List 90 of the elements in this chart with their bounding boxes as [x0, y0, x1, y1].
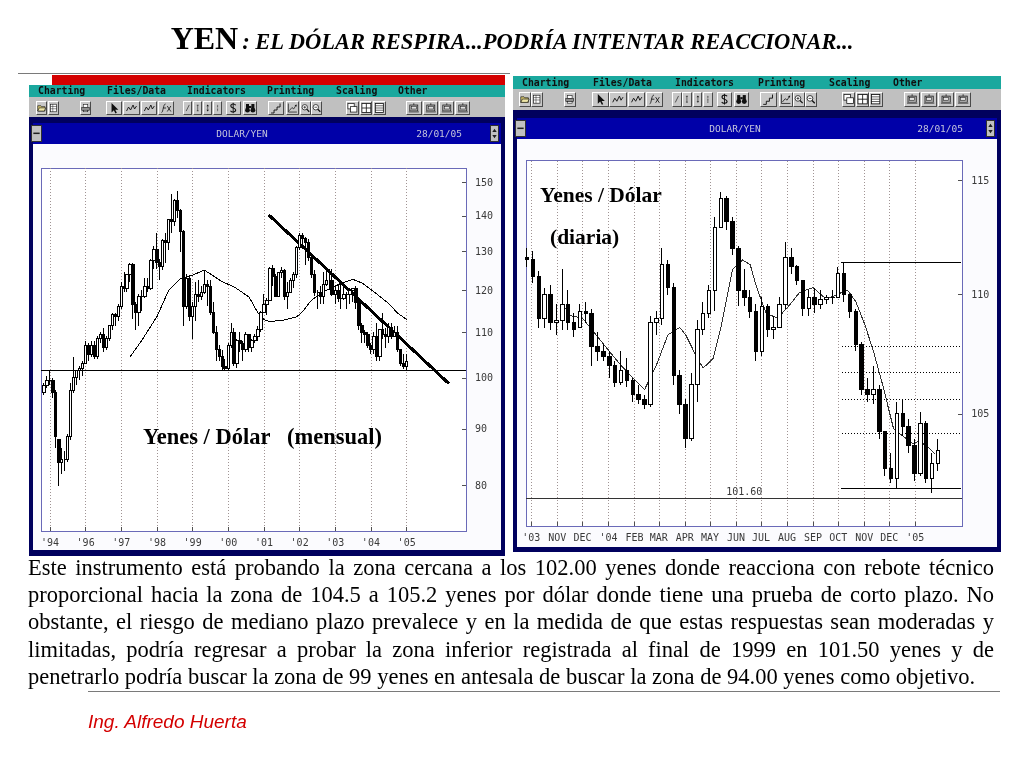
annotation: (diaria) — [550, 225, 620, 250]
y-tick-label: 90 — [475, 423, 488, 435]
x-tick-label: FEB — [625, 531, 644, 543]
y-tick-label: 100 — [475, 372, 494, 384]
candlestick — [339, 283, 343, 310]
ref-line-label: 101.60 — [726, 485, 763, 497]
y-tick-label: 140 — [475, 210, 494, 222]
candlestick — [102, 327, 105, 353]
candlestick — [666, 259, 670, 296]
candlestick — [304, 236, 307, 266]
candlestick — [250, 338, 254, 353]
candlestick — [87, 342, 90, 362]
x-tick-label: '00 — [219, 536, 238, 548]
candlestick — [137, 293, 141, 327]
x-tick-label: APR — [675, 531, 695, 543]
y-tick-label: 105 — [971, 408, 990, 420]
y-tick-label: 120 — [475, 284, 494, 296]
candlestick — [936, 438, 940, 472]
text: Indicators — [675, 76, 734, 89]
x-tick-label: NOV — [855, 531, 874, 543]
x-tick-label: '03 — [326, 536, 345, 548]
y-tick-label: 110 — [475, 326, 494, 338]
x-tick-label: OCT — [829, 531, 848, 543]
x-tick-label: '03 — [522, 531, 541, 543]
chart-subtitle: 28/01/05 — [416, 127, 462, 141]
y-tick-label: 110 — [971, 289, 990, 301]
candlestick — [277, 271, 280, 297]
x-tick-label: AUG — [778, 531, 797, 543]
text: Scaling — [829, 76, 871, 89]
text: Other — [893, 76, 923, 89]
candlestick — [619, 350, 623, 386]
candlestick — [572, 312, 576, 338]
candlestick — [713, 216, 717, 312]
text: Printing — [758, 76, 806, 89]
text: Indicators — [187, 85, 246, 97]
x-tick-label: MAY — [700, 531, 719, 543]
y-tick-label: 150 — [475, 177, 494, 189]
text: Other — [398, 85, 428, 97]
candlestick — [754, 303, 758, 362]
candlestick — [93, 340, 96, 360]
x-tick-label: DEC — [880, 531, 899, 543]
candlestick — [707, 284, 711, 319]
x-tick-label: '98 — [147, 536, 167, 548]
text: Files/Data — [593, 76, 652, 89]
candlestick — [90, 340, 93, 358]
x-tick-label: '05 — [906, 531, 925, 543]
text: Printing — [267, 85, 315, 97]
candlestick — [348, 289, 352, 305]
x-tick-label: '94 — [40, 536, 60, 548]
text: Scaling — [336, 85, 378, 97]
text: : EL DÓLAR RESPIRA...PODRÍA INTENTAR REACCIONAR... — [242, 29, 854, 54]
chart-title: DOLAR/YEN — [216, 127, 268, 141]
annotation: Yenes / Dólar (mensual) — [143, 424, 382, 450]
candlestick — [848, 294, 852, 319]
y-tick-label: 130 — [475, 246, 494, 258]
candlestick — [760, 296, 764, 357]
x-tick-label: DEC — [573, 531, 592, 543]
candlestick — [525, 247, 529, 268]
x-tick-label: MAR — [649, 531, 669, 543]
text: Ing. Alfredo Huerta — [88, 711, 248, 733]
chart-subtitle: 28/01/05 — [917, 122, 963, 136]
text: YEN — [170, 20, 239, 56]
x-tick-label: '04 — [599, 531, 618, 543]
text: Charting — [38, 85, 86, 97]
x-tick-label: '96 — [76, 536, 95, 548]
x-tick-label: '02 — [290, 536, 309, 548]
candlestick — [889, 452, 893, 484]
chart-title: DOLAR/YEN — [709, 122, 761, 136]
x-tick-label: '04 — [361, 536, 380, 548]
x-tick-label: NOV — [548, 531, 567, 543]
y-tick-label: 115 — [971, 175, 990, 187]
candlestick — [96, 335, 99, 360]
x-tick-label: JUN — [726, 531, 745, 543]
candlestick — [387, 322, 390, 344]
text: Este instrumento está probando la zona cercana a los 102.00 yenes donde reacciona con rebote técnico proporcional hacia la zona de 104.5 a 105.2 yenes por dólar donde tiene una prueba de corto plazo. No obstante, el riesgo de mediano plazo prevalece y en la medida de que estas respuestas sean moderadas y limitadas, podría regresar a probar la zona inferior registrada al final de 1999 en 101.50 yenes y de penetrarlo podría buscar la zona de 99 yenes en antesala de buscar la zona de 94.00 yenes como objetivo. — [28, 554, 994, 691]
text: Files/Data — [107, 85, 166, 97]
y-tick-label: 80 — [475, 480, 488, 492]
annotation: Yenes / Dólar — [540, 183, 662, 208]
x-tick-label: SEP — [804, 531, 823, 543]
x-tick-label: '05 — [397, 536, 416, 548]
text: Charting — [522, 76, 570, 89]
candlestick — [625, 357, 629, 388]
candlestick — [578, 303, 582, 329]
x-tick-label: '99 — [183, 536, 202, 548]
x-tick-label: '01 — [254, 536, 274, 548]
candlestick — [531, 250, 535, 284]
x-tick-label: JUL — [752, 531, 771, 543]
candlestick — [390, 322, 393, 340]
x-tick-label: '97 — [112, 536, 131, 548]
candlestick — [801, 280, 805, 317]
